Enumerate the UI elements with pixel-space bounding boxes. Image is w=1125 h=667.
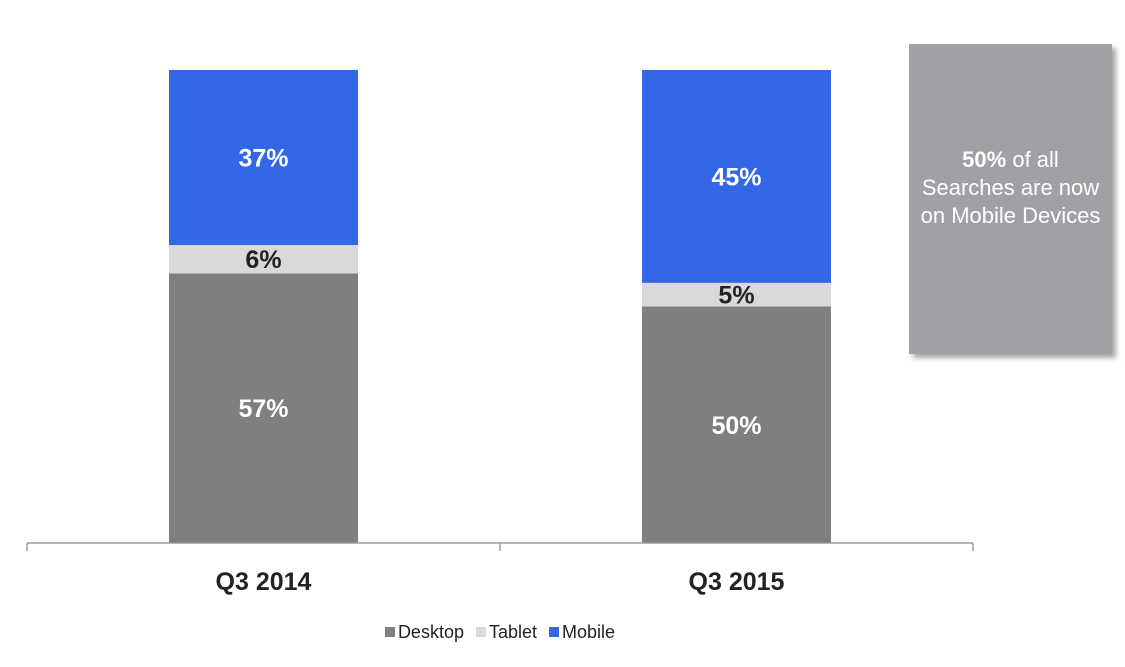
legend: Desktop Tablet Mobile: [0, 620, 1000, 644]
stacked-bar-chart: 57% 6% 37% 50% 5% 45% Q3 2014 Q3 2015: [26, 70, 974, 596]
bars-group: 57% 6% 37% 50% 5% 45%: [169, 70, 831, 543]
bar-tablet-1: [169, 245, 358, 274]
x-axis: Q3 2014 Q3 2015: [26, 542, 974, 596]
legend-swatch-desktop: [384, 627, 395, 637]
legend-swatch-tablet: [475, 627, 486, 637]
callout-text: 50% of all Searches are now on Mobile De…: [921, 146, 1101, 230]
data-label-desktop-2: 50%: [711, 412, 761, 440]
legend-label-mobile: Mobile: [562, 621, 616, 642]
legend-label-tablet: Tablet: [488, 621, 538, 642]
legend-swatch-mobile: [549, 627, 560, 637]
bar-desktop-2: [642, 306, 831, 543]
x-tick-label-2: Q3 2015: [689, 568, 785, 596]
x-tick-label-1: Q3 2014: [216, 568, 312, 596]
callout-body: of all Searches are now on Mobile Device…: [920, 147, 1101, 228]
legend-item-mobile: Mobile: [549, 622, 615, 643]
bar-mobile-2: [642, 70, 831, 283]
callout-highlight: 50%: [962, 147, 1007, 172]
bar-mobile-1: [169, 70, 358, 246]
bar-tablet-2: [642, 282, 831, 307]
data-label-tablet-1: 6%: [245, 246, 281, 274]
data-label-mobile-1: 37%: [238, 145, 288, 173]
data-label-mobile-2: 45%: [711, 163, 761, 191]
legend-label-desktop: Desktop: [397, 621, 464, 642]
callout-box: 50% of all Searches are now on Mobile De…: [909, 44, 1112, 354]
data-label-tablet-2: 5%: [718, 282, 754, 310]
data-label-desktop-1: 57%: [238, 395, 288, 423]
legend-item-tablet: Tablet: [475, 621, 538, 643]
bar-desktop-1: [169, 273, 358, 543]
legend-item-desktop: Desktop: [384, 621, 464, 643]
